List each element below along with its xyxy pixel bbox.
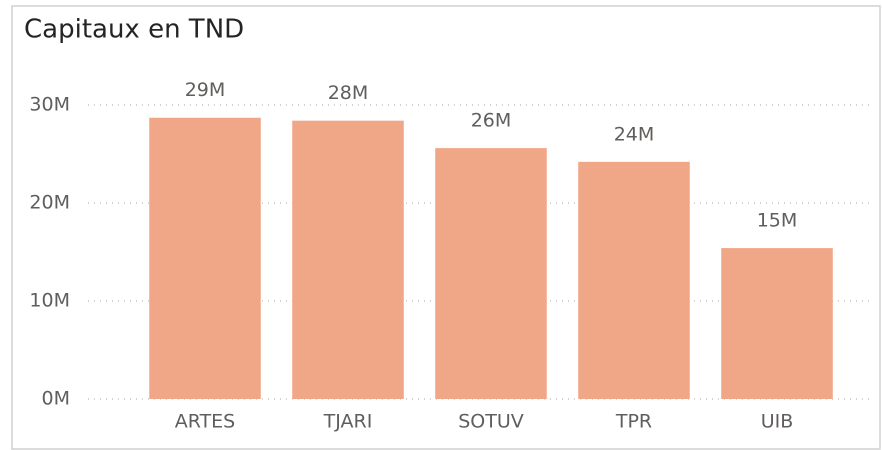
x-tick-label: SOTUV: [458, 411, 524, 433]
data-label: 29M: [185, 79, 226, 101]
chart-title: Capitaux en TND: [24, 15, 244, 45]
x-tick-label: ARTES: [175, 411, 236, 433]
data-label: 28M: [328, 82, 369, 104]
y-tick-label: 30M: [29, 94, 70, 116]
bar: [435, 148, 547, 399]
x-tick-label: UIB: [761, 411, 794, 433]
data-label: 24M: [614, 123, 655, 145]
x-tick-label: TPR: [615, 411, 652, 433]
x-tick-label: TJARI: [323, 411, 373, 433]
y-tick-label: 20M: [29, 192, 70, 214]
bar: [578, 161, 690, 399]
y-tick-label: 10M: [29, 290, 70, 312]
bar: [292, 120, 404, 400]
data-label: 26M: [471, 110, 512, 132]
bar: [721, 248, 833, 399]
bar: [149, 117, 261, 400]
data-label: 15M: [757, 210, 798, 232]
y-tick-label: 0M: [42, 388, 70, 410]
